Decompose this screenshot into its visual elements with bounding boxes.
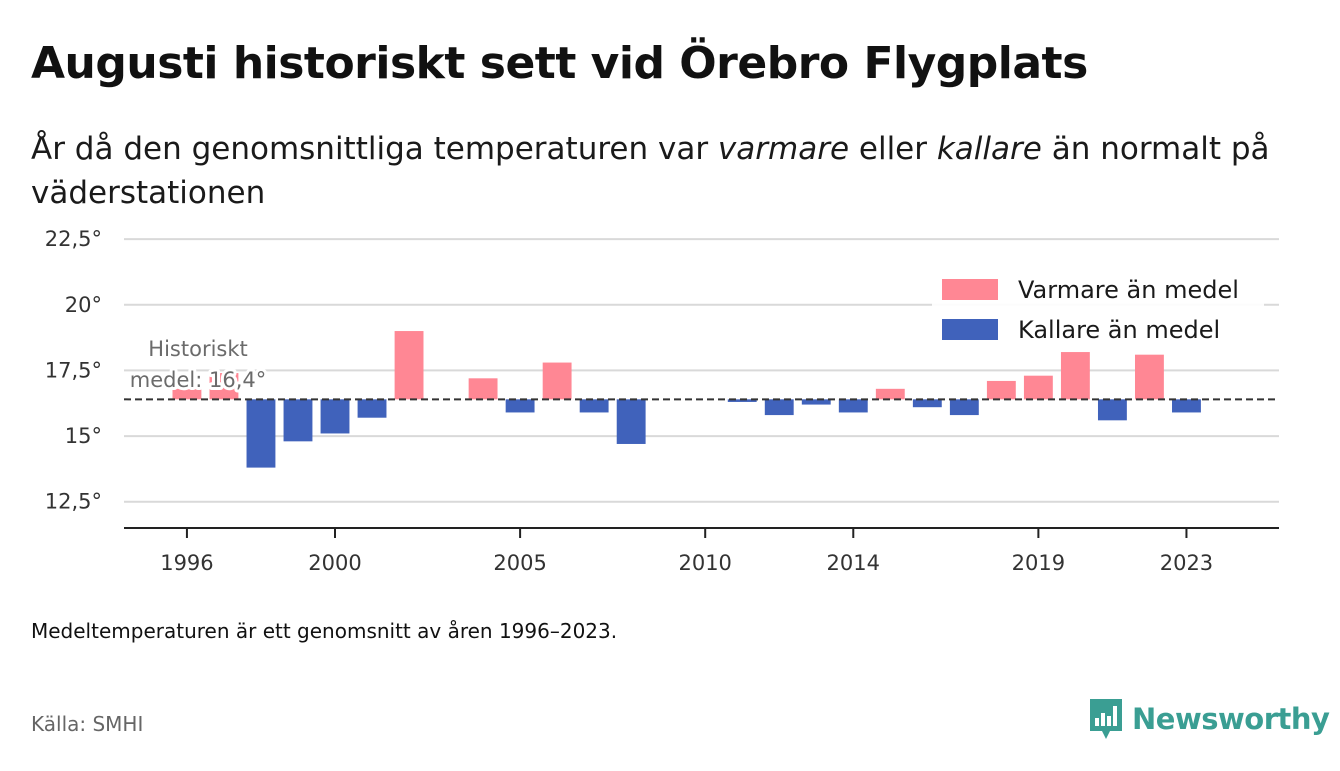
legend-swatch-cold [942,319,998,340]
y-tick-label: 17,5° [45,358,102,382]
bar [468,378,498,400]
bar [616,399,646,444]
newsworthy-wordmark: Newsworthy [1132,702,1330,736]
chart-subtitle: År då den genomsnittliga temperaturen va… [31,127,1291,215]
chart-note: Medeltemperaturen är ett genomsnitt av å… [31,619,618,643]
source-credit: Källa: SMHI [31,712,144,736]
bar [986,380,1016,400]
bar [283,399,313,442]
bar [801,399,831,405]
x-tick-label: 1996 [160,551,213,575]
logo-bar-2 [1101,713,1105,726]
bar [1172,399,1201,413]
mean-annotation-line1: Historiskt [148,337,247,361]
subtitle-part-3: än normalt på väderstationen [31,131,1270,211]
bar [542,362,572,400]
legend-swatch-warm [942,279,998,300]
logo-bar-4 [1113,706,1117,726]
logo-bar-3 [1107,716,1111,726]
bar [727,399,757,402]
subtitle-cold-word: kallare [936,131,1042,167]
bar [838,399,868,413]
bar [394,331,424,400]
bar [246,399,276,468]
x-tick-label: 2023 [1160,551,1213,575]
bar [1023,375,1053,400]
legend: Varmare än medel Kallare än medel [932,265,1264,347]
y-tick-label: 12,5° [45,490,102,514]
newsworthy-logo: Newsworthy [1088,697,1330,741]
subtitle-warm-word: varmare [717,131,850,167]
bar [949,399,979,416]
bar [912,399,942,408]
chart-title: Augusti historiskt sett vid Örebro Flygp… [31,38,1088,89]
bar [357,399,387,418]
bar [1097,399,1127,421]
y-tick-label: 22,5° [45,227,102,251]
mean-annotation-line2: medel: 16,4° [130,368,266,392]
subtitle-part-2: eller [849,131,937,167]
bar [209,373,239,400]
bar [764,399,794,416]
bar [505,399,535,413]
bar [875,388,905,400]
newsworthy-icon [1090,699,1122,739]
legend-label-warm: Varmare än medel [1018,276,1239,304]
x-tick-label: 2000 [308,551,361,575]
logo-bar-1 [1095,718,1099,726]
x-tick-label: 2005 [493,551,546,575]
bar [320,399,350,434]
temperature-bar-chart: 12,5° 15° 17,5° 20° 22,5° 1996 2000 2005 2010 201… [45,227,1279,575]
bar [1134,354,1164,400]
legend-label-cold: Kallare än medel [1018,316,1220,344]
bar [1060,352,1090,400]
bar [579,399,609,413]
logo-badge [1090,699,1122,739]
x-tick-label: 2019 [1012,551,1065,575]
bar [172,388,202,400]
subtitle-part-1: År då den genomsnittliga temperaturen va… [31,131,718,167]
x-tick-label: 2010 [678,551,731,575]
x-tick-label: 2014 [827,551,880,575]
y-tick-label: 15° [65,424,102,448]
y-tick-label: 20° [65,293,102,317]
